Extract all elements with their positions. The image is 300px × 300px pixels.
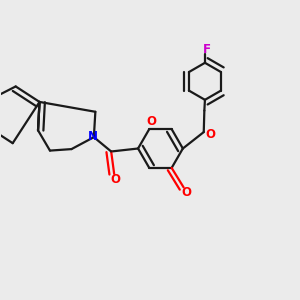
Text: F: F bbox=[202, 43, 210, 56]
Text: O: O bbox=[110, 173, 120, 186]
Text: N: N bbox=[88, 130, 98, 143]
Text: O: O bbox=[181, 186, 191, 199]
Text: O: O bbox=[146, 115, 156, 128]
Text: O: O bbox=[205, 128, 215, 141]
